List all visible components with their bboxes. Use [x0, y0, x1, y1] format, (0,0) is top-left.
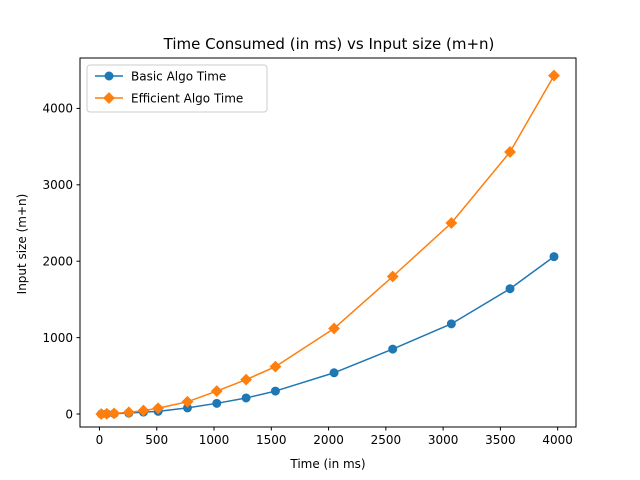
- data-point: [329, 368, 339, 378]
- series-1: [96, 252, 559, 419]
- series-line: [101, 256, 555, 415]
- x-tick-label: 500: [145, 433, 168, 447]
- data-point: [504, 146, 516, 158]
- data-point: [270, 386, 280, 396]
- data-point: [210, 385, 223, 398]
- series-line: [101, 75, 555, 415]
- data-point: [269, 360, 282, 373]
- data-point: [386, 270, 399, 283]
- x-tick-label: 1000: [199, 433, 230, 447]
- legend: Basic Algo Time Efficient Algo Time: [86, 64, 268, 113]
- legend-item: Basic Algo Time: [95, 69, 226, 83]
- chart-title: Time Consumed (in ms) vs Input size (m+n…: [163, 35, 495, 53]
- x-tick-label: 3000: [428, 433, 459, 447]
- data-point: [548, 69, 560, 82]
- legend-item: Efficient Algo Time: [95, 91, 243, 105]
- x-tick-label: 2500: [371, 433, 402, 447]
- data-point: [212, 398, 222, 408]
- x-tick-label: 1500: [256, 433, 287, 447]
- data-point: [388, 344, 398, 354]
- legend-label: Basic Algo Time: [131, 69, 226, 83]
- y-tick-label: 2000: [42, 255, 73, 269]
- data-point: [241, 393, 251, 403]
- data-point: [505, 284, 515, 294]
- x-tick-label: 0: [96, 433, 104, 447]
- x-tick-label: 3500: [485, 433, 516, 447]
- data-point: [108, 407, 121, 420]
- plot-marks: [95, 69, 560, 420]
- legend-box: [86, 64, 268, 113]
- series-2: [95, 69, 560, 420]
- data-point: [549, 252, 559, 262]
- x-axis-label: Time (in ms): [289, 457, 365, 471]
- x-tick-label: 2000: [313, 433, 344, 447]
- data-point: [445, 217, 458, 229]
- axes: 0 500 1000 1500 2000 2500 3000 3500 4000 0 1000 200…: [42, 57, 577, 447]
- data-point: [137, 404, 150, 417]
- y-tick-label: 4000: [42, 102, 73, 116]
- y-tick-label: 3000: [42, 178, 73, 192]
- y-axis-label: Input size (m+n): [15, 194, 29, 295]
- data-point: [152, 402, 165, 415]
- data-point: [328, 322, 340, 335]
- data-point: [446, 319, 456, 329]
- plot-frame: [79, 57, 577, 428]
- legend-label: Efficient Algo Time: [131, 91, 243, 105]
- legend-marker: [104, 71, 114, 81]
- data-point: [240, 373, 253, 386]
- x-tick-label: 4000: [542, 433, 573, 447]
- data-point: [122, 406, 135, 419]
- data-point: [181, 395, 194, 408]
- y-tick-label: 0: [65, 407, 73, 421]
- y-tick-label: 1000: [42, 331, 73, 345]
- legend-marker: [103, 92, 115, 104]
